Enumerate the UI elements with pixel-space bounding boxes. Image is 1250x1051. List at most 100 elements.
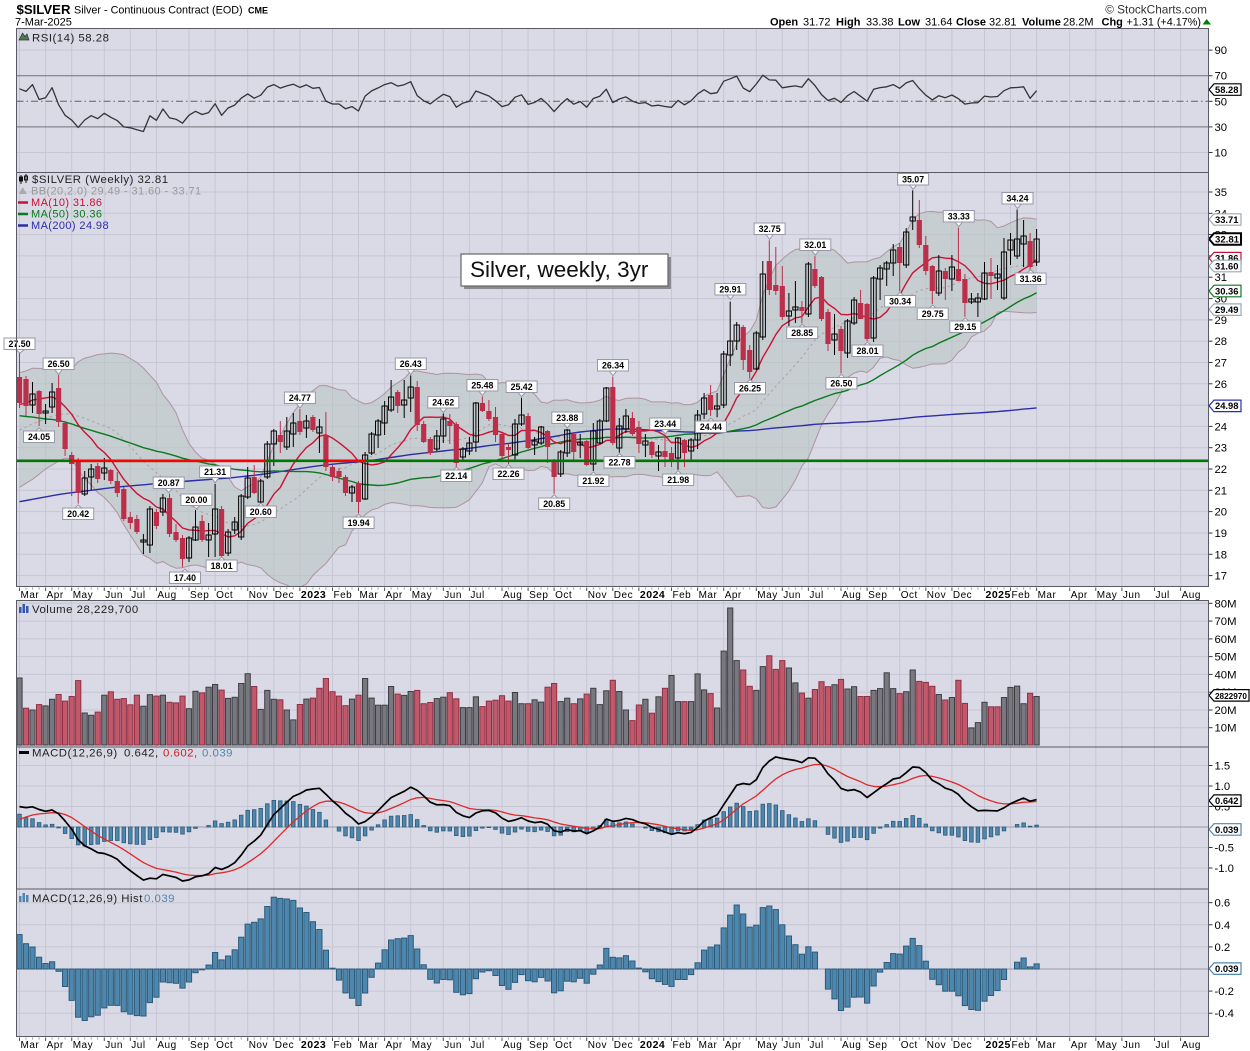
svg-text:0.039: 0.039 xyxy=(1215,963,1238,974)
svg-text:23: 23 xyxy=(1215,443,1228,455)
svg-text:22.14: 22.14 xyxy=(445,471,467,481)
svg-text:May: May xyxy=(73,1040,93,1051)
svg-text:Feb: Feb xyxy=(334,1040,353,1051)
svg-text:25.48: 25.48 xyxy=(471,381,493,391)
svg-text:Oct: Oct xyxy=(555,590,572,601)
svg-text:1.5: 1.5 xyxy=(1215,761,1231,773)
svg-text:-1.0: -1.0 xyxy=(1215,863,1234,875)
svg-text:Jul: Jul xyxy=(809,1040,823,1051)
svg-text:58.28: 58.28 xyxy=(1215,84,1238,95)
svg-text:Mar: Mar xyxy=(699,1040,718,1051)
svg-text:31.86: 31.86 xyxy=(1215,253,1238,264)
svg-text:Mar: Mar xyxy=(699,590,718,601)
svg-text:Apr: Apr xyxy=(47,1040,64,1051)
svg-text:29.15: 29.15 xyxy=(954,322,976,332)
svg-text:Sep: Sep xyxy=(190,1040,209,1051)
svg-text:0.039: 0.039 xyxy=(202,748,233,760)
svg-text:90: 90 xyxy=(1215,45,1228,57)
svg-text:Sep: Sep xyxy=(529,590,548,601)
svg-text:$SILVER (Weekly) 32.81: $SILVER (Weekly) 32.81 xyxy=(32,174,169,186)
svg-text:Dec: Dec xyxy=(275,1040,294,1051)
svg-text:70M: 70M xyxy=(1215,616,1237,628)
svg-text:31.64: 31.64 xyxy=(925,16,953,28)
svg-text:Volume: Volume xyxy=(1022,16,1061,28)
svg-text:Oct: Oct xyxy=(901,1040,918,1051)
svg-text:Aug: Aug xyxy=(842,1040,861,1051)
svg-text:Apr: Apr xyxy=(1071,590,1088,601)
svg-text:50: 50 xyxy=(1215,96,1228,108)
svg-text:26.34: 26.34 xyxy=(602,361,624,371)
svg-text:Apr: Apr xyxy=(725,1040,742,1051)
svg-text:Jun: Jun xyxy=(105,1040,123,1051)
svg-text:Jul: Jul xyxy=(1156,590,1170,601)
svg-text:17: 17 xyxy=(1215,571,1228,583)
svg-text:Low: Low xyxy=(898,16,920,28)
svg-text:70: 70 xyxy=(1215,71,1228,83)
svg-text:Jul: Jul xyxy=(131,590,145,601)
svg-text:10M: 10M xyxy=(1215,723,1237,735)
svg-text:26.50: 26.50 xyxy=(830,379,852,389)
svg-text:Sep: Sep xyxy=(868,590,887,601)
svg-text:Sep: Sep xyxy=(868,1040,887,1051)
svg-text:24: 24 xyxy=(1215,421,1228,433)
svg-text:10: 10 xyxy=(1215,148,1228,160)
svg-text:Apr: Apr xyxy=(47,590,64,601)
svg-text:2025: 2025 xyxy=(986,1039,1011,1051)
svg-text:May: May xyxy=(757,590,777,601)
svg-text:Jun: Jun xyxy=(444,590,462,601)
svg-text:Jun: Jun xyxy=(444,1040,462,1051)
svg-text:Dec: Dec xyxy=(614,1040,633,1051)
svg-text:Feb: Feb xyxy=(1012,590,1031,601)
svg-text:Mar: Mar xyxy=(360,1040,379,1051)
svg-text:22: 22 xyxy=(1215,464,1228,476)
svg-text:35.07: 35.07 xyxy=(902,175,924,185)
svg-text:20.42: 20.42 xyxy=(67,509,89,519)
svg-text:24.62: 24.62 xyxy=(432,398,454,408)
svg-text:24.77: 24.77 xyxy=(289,393,311,403)
svg-text:26: 26 xyxy=(1215,379,1228,391)
svg-text:23.88: 23.88 xyxy=(556,413,578,423)
svg-text:© StockCharts.com: © StockCharts.com xyxy=(1105,3,1207,17)
svg-text:Aug: Aug xyxy=(157,590,176,601)
svg-text:Nov: Nov xyxy=(927,590,946,601)
svg-text:Nov: Nov xyxy=(249,590,268,601)
svg-text:32.01: 32.01 xyxy=(804,240,826,250)
svg-text:29: 29 xyxy=(1215,315,1228,327)
svg-text:0.6: 0.6 xyxy=(1215,898,1231,910)
svg-text:80M: 80M xyxy=(1215,598,1237,610)
svg-text:28.01: 28.01 xyxy=(856,346,878,356)
svg-text:Feb: Feb xyxy=(334,590,353,601)
svg-text:Feb: Feb xyxy=(1012,1040,1031,1051)
svg-text:Nov: Nov xyxy=(588,1040,607,1051)
svg-text:Dec: Dec xyxy=(953,1040,972,1051)
svg-text:Jul: Jul xyxy=(131,1040,145,1051)
svg-text:24.98: 24.98 xyxy=(1215,400,1238,411)
svg-text:0.039: 0.039 xyxy=(1215,824,1238,835)
svg-text:Oct: Oct xyxy=(901,590,918,601)
svg-text:28: 28 xyxy=(1215,336,1228,348)
svg-text:Feb: Feb xyxy=(673,1040,692,1051)
svg-text:Oct: Oct xyxy=(555,1040,572,1051)
svg-text:Sep: Sep xyxy=(190,590,209,601)
svg-text:2024: 2024 xyxy=(640,589,665,601)
svg-text:26.50: 26.50 xyxy=(48,359,70,369)
svg-text:Close: Close xyxy=(956,16,986,28)
svg-text:27.50: 27.50 xyxy=(8,339,30,349)
svg-text:31.36: 31.36 xyxy=(1020,274,1042,284)
svg-text:Jul: Jul xyxy=(470,1040,484,1051)
svg-text:Feb: Feb xyxy=(673,590,692,601)
svg-text:33.71: 33.71 xyxy=(1215,214,1238,225)
svg-text:29.49: 29.49 xyxy=(1215,304,1238,315)
svg-text:Mar: Mar xyxy=(21,1040,40,1051)
svg-text:$SILVER: $SILVER xyxy=(17,2,71,17)
svg-text:Jul: Jul xyxy=(1156,1040,1170,1051)
svg-text:26.25: 26.25 xyxy=(739,384,761,394)
svg-text:MA(10) 31.86: MA(10) 31.86 xyxy=(31,197,102,209)
svg-text:May: May xyxy=(73,590,93,601)
svg-text:Jun: Jun xyxy=(1123,590,1141,601)
svg-text:Oct: Oct xyxy=(216,1040,233,1051)
svg-text:CME: CME xyxy=(248,6,268,16)
svg-text:30: 30 xyxy=(1215,122,1228,134)
svg-text:2023: 2023 xyxy=(301,589,326,601)
svg-text:Mar: Mar xyxy=(1038,590,1057,601)
